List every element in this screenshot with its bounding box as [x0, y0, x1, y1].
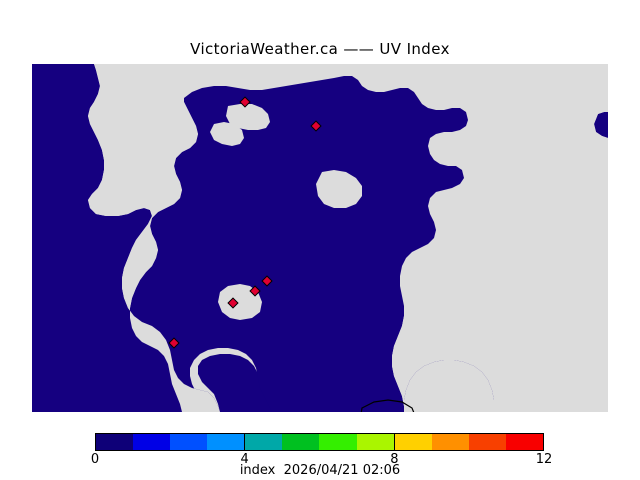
station-marker[interactable]	[261, 275, 273, 287]
land-eastern-mainland	[392, 64, 608, 412]
land-masses	[88, 64, 608, 412]
land-inlet-finger-lower	[210, 122, 244, 146]
station-marker[interactable]	[227, 297, 239, 309]
colorbar-segment	[356, 434, 394, 450]
colorbar-tick-label: 4	[240, 452, 249, 467]
colorbar-tick-label: 12	[535, 452, 553, 467]
land-south-lagoon	[218, 284, 262, 320]
map-canvas	[32, 64, 608, 412]
colorbar-segment	[244, 434, 283, 450]
data-region-west-and-south	[32, 64, 220, 412]
data-region-right-sliver	[594, 112, 608, 138]
island-outlines	[360, 399, 415, 412]
land-inlet-finger-upper	[226, 104, 270, 130]
station-markers[interactable]	[168, 96, 322, 349]
map-plot-area[interactable]	[32, 64, 608, 412]
colorbar-segment	[319, 434, 357, 450]
colorbar-segment	[133, 434, 171, 450]
data-region-inlet-arm	[198, 354, 276, 412]
data-region-north-east	[130, 76, 468, 412]
station-marker[interactable]	[168, 337, 180, 349]
colorbar-segment	[170, 434, 208, 450]
colorbar-segment	[468, 434, 506, 450]
colorbar-segment	[282, 434, 320, 450]
colorbar-segment	[431, 434, 469, 450]
station-marker[interactable]	[310, 120, 322, 132]
colorbar-segment	[96, 434, 134, 450]
colorbar-tick-labels: 0 4 8 12	[91, 452, 552, 468]
station-marker[interactable]	[249, 285, 261, 297]
colorbar-segments	[95, 433, 544, 451]
colorbar-tick-label: 8	[390, 452, 399, 467]
colorbar-caption: index 2026/04/21 02:06	[239, 463, 401, 478]
land-bay-notch	[316, 170, 362, 208]
colorbar-segment	[207, 434, 245, 450]
colorbar-segment	[393, 434, 432, 450]
page-title: VictoriaWeather.ca —— UV Index	[190, 40, 450, 58]
colorbar-tick-label: 0	[90, 452, 100, 467]
island-outline-east	[360, 399, 415, 412]
station-marker[interactable]	[239, 96, 251, 108]
uv-data-field	[32, 64, 608, 412]
colorbar-segment	[505, 434, 543, 450]
land-central-peninsula	[88, 64, 220, 412]
colorbar	[95, 433, 544, 451]
